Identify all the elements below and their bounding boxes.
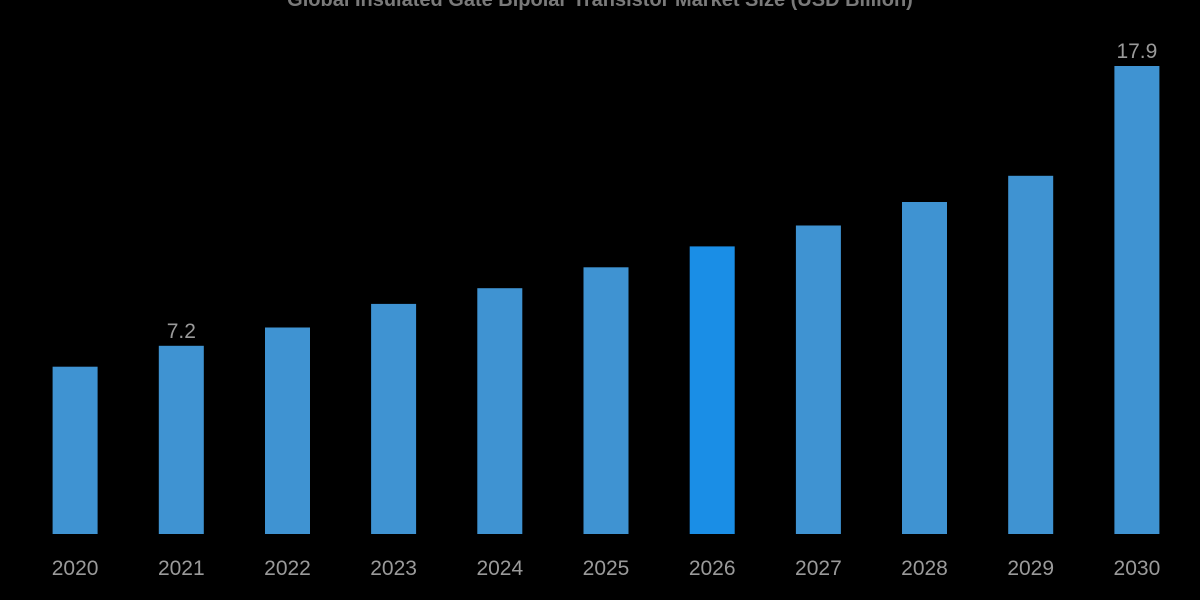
bar-2030 <box>1114 66 1160 534</box>
x-tick-labels: 2020 2021 2022 2023 2024 2025 2026 2027 2028 2029… <box>52 557 1161 580</box>
x-tick-label-2022: 2022 <box>264 557 311 580</box>
data-label-2021: 7.2 <box>167 320 196 343</box>
x-tick-label-2029: 2029 <box>1007 557 1054 580</box>
bar-2021 <box>158 345 204 534</box>
bar-2027 <box>795 225 841 534</box>
x-tick-label-2027: 2027 <box>795 557 842 580</box>
x-tick-label-2030: 2030 <box>1114 557 1161 580</box>
bar-2029 <box>1008 175 1054 535</box>
bar-2026 <box>689 246 735 534</box>
x-tick-label-2026: 2026 <box>689 557 736 580</box>
bar-2022 <box>265 327 310 534</box>
x-tick-label-2021: 2021 <box>158 557 205 580</box>
x-tick-label-2020: 2020 <box>52 557 99 580</box>
data-labels: 7.2 17.9 <box>167 40 1158 343</box>
bar-2024 <box>477 288 523 534</box>
bar-2020 <box>52 366 98 534</box>
chart-title: Global Insulated Gate Bipolar Transistor… <box>287 0 913 11</box>
bars-group <box>52 66 1160 535</box>
x-tick-label-2023: 2023 <box>370 557 417 580</box>
bar-2025 <box>583 267 629 534</box>
x-tick-label-2024: 2024 <box>476 557 523 580</box>
data-label-2030: 17.9 <box>1116 40 1157 63</box>
x-tick-label-2025: 2025 <box>583 557 630 580</box>
x-tick-label-2028: 2028 <box>901 557 948 580</box>
bar-2028 <box>902 202 947 534</box>
bar-2023 <box>371 303 417 534</box>
